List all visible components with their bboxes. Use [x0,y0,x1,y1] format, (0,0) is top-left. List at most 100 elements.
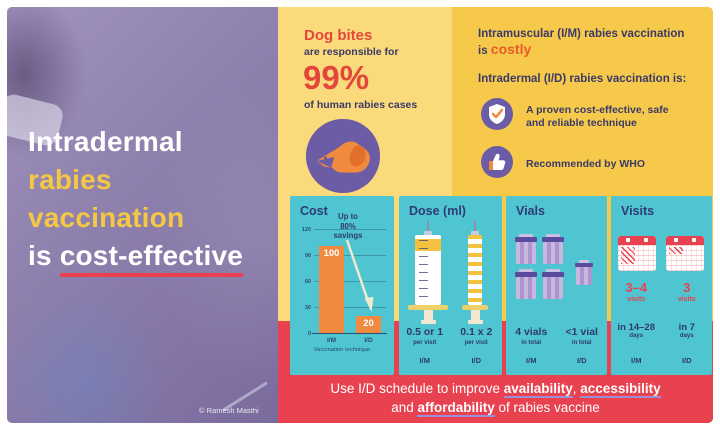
footer-seg1: Use I/D schedule to improve [330,381,504,396]
dose-card-title: Dose (ml) [409,204,466,218]
photo-panel: Intradermal rabies vaccination is cost-e… [7,7,278,423]
visit-count-units: visits visits [611,296,712,303]
syringe-flange [462,305,488,310]
savings-arrow-icon [345,239,374,312]
vial-icon [515,234,537,264]
plunger-stem [470,310,480,320]
plunger-stem [423,310,433,320]
vials-card-title: Vials [516,204,545,218]
gridline [314,281,386,282]
y-tick-0: 0 [307,331,311,338]
bar-im-value: 100 [323,248,340,260]
calendar-icon [618,236,656,271]
visits-id-count: 3 [683,280,691,295]
visit-durations: in 14–28 in 7 [611,322,712,333]
cost-axis-caption: Vaccination technique [313,347,371,353]
footer-seg2: , [572,381,581,396]
plunger-knob [420,320,436,324]
vial-icon [515,269,537,299]
footer-accessibility: accessibility [580,381,661,398]
title-line-3: vaccination [28,202,185,233]
title-line-4-prefix: is [28,240,60,271]
vial-icon [542,234,564,264]
technique-id: I/D [681,356,692,365]
needle [427,220,429,232]
im-heading: Intramuscular (I/M) rabies vaccination [478,28,685,40]
vials-units: in total in total [506,340,607,346]
bar-id-value: 20 [363,317,374,329]
technique-id: I/D [471,356,482,365]
calendar-icon [666,236,704,271]
needle-hub [424,231,432,235]
y-tick-60: 60 [304,279,311,286]
y-tick-120: 120 [301,227,311,234]
visits-im-count-unit: visits [627,296,646,303]
dose-im-unit: per visit [413,340,437,346]
footer-seg3: and [391,400,418,415]
visits-im-count: 3–4 [625,280,648,295]
bar-id: 20 [356,315,381,333]
title-line-4: is cost-effective [28,237,244,277]
vial-group-im [515,234,564,299]
im-line2-prefix: is [478,45,491,57]
technique-id: I/D [576,356,587,365]
needle-hub [471,231,479,235]
vial-icon [542,269,564,299]
technique-im: I/M [419,356,430,365]
vials-id-unit: in total [571,340,592,346]
dose-techniques: I/M I/D [399,356,502,365]
footer-message: Use I/D schedule to improve availability… [278,379,713,417]
x-axis-line [312,332,387,334]
dose-id-value: 0.1 x 2 [460,326,493,338]
visit-duration-units: days days [611,333,712,339]
title-line-1: Intradermal [28,126,183,157]
visits-id-duration: in 7 [678,322,695,333]
footer-line-2: and affordability of rabies vaccine [278,398,713,417]
gridline [314,255,386,256]
visits-im-duration: in 14–28 [617,322,656,333]
dog-bites-subheading: are responsible for [304,46,399,58]
dose-units: per visit per visit [399,340,502,346]
costly-emphasis: costly [490,41,532,57]
title-line-2: rabies [28,164,112,195]
footer-seg4: of rabies vaccine [494,400,600,415]
syringe-flange [408,305,448,310]
gridline [314,307,386,308]
visits-card-title: Visits [621,204,655,218]
x-label-im: I/M [326,337,337,344]
vials-card: Vials 4 vials <1 vial in total in total … [506,196,607,375]
needle [474,220,476,232]
visits-card: Visits 3–4 3 visits visits in 14–28 [611,196,712,375]
dose-card: Dose (ml) 0.5 or 1 [399,196,502,375]
dog-bites-caption: of human rabies cases [304,99,418,111]
bullet-proven-technique: A proven cost-effective, safe and reliab… [480,97,686,136]
vials-im-value: 4 vials [515,326,548,338]
bullet-proven-text: A proven cost-effective, safe and reliab… [526,103,669,129]
savings-note: Up to 80% savings [333,212,363,240]
bar-im: 100 [319,246,344,333]
id-heading: Intradermal (I/D) rabies vaccination is: [478,73,687,85]
dose-im-value: 0.5 or 1 [406,326,444,338]
vials-techniques: I/M I/D [506,356,607,365]
visits-id-duration-unit: days [679,333,694,339]
im-heading-line2: is costly [478,41,531,57]
dog-bites-stat: 99% [303,59,370,96]
syringe-barrel [468,235,482,305]
technique-im: I/M [631,356,642,365]
thumbs-up-icon [480,145,514,184]
title-emphasis: cost-effective [59,240,244,277]
syringe-scale [419,240,428,300]
x-label-id: I/D [364,337,373,344]
infographic-frame: Intradermal rabies vaccination is cost-e… [7,7,713,423]
bullet-who-text: Recommended by WHO [526,158,646,170]
footer-line-1: Use I/D schedule to improve availability… [278,379,713,398]
footer-affordability: affordability [417,400,495,417]
visit-counts: 3–4 3 [611,280,712,295]
cost-bar-chart: 120 90 60 30 0 100 20 [302,227,387,337]
cost-card-title: Cost [300,204,328,218]
syringe-barrel [415,235,441,305]
bullet-who: Recommended by WHO [480,145,686,184]
footer-availability: availability [503,381,573,398]
plunger-knob [467,320,483,324]
